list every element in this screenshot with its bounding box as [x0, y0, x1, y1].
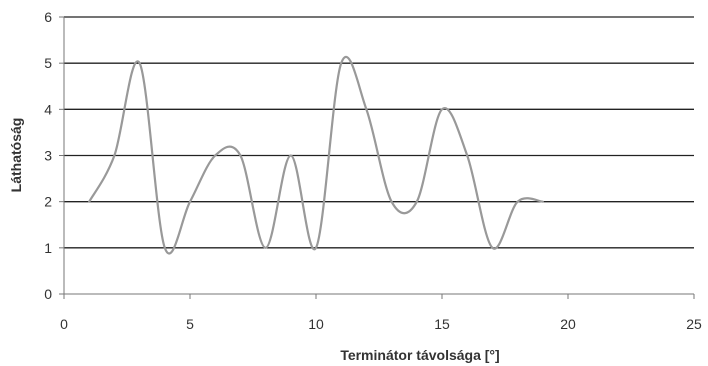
- x-tick-label: 15: [434, 316, 450, 332]
- x-tick-label: 5: [186, 316, 194, 332]
- series-line: [88, 55, 544, 255]
- y-tick-label: 4: [44, 101, 52, 117]
- y-tick-label: 3: [44, 148, 52, 164]
- x-tick-label: 0: [60, 316, 68, 332]
- series-layer: [88, 55, 544, 255]
- label-layer: 0 1 2 3 4 5 6 0 5 10 15 20 25: [44, 9, 702, 332]
- y-tick-label: 5: [44, 55, 52, 71]
- x-tick-label: 25: [686, 316, 702, 332]
- y-tick-label: 0: [44, 286, 52, 302]
- y-axis-title: Láthatóság: [8, 118, 24, 193]
- y-tick-label: 2: [44, 194, 52, 210]
- x-axis-title: Terminátor távolsága [°]: [340, 347, 499, 363]
- y-tick-label: 6: [44, 9, 52, 25]
- x-tick-label: 10: [308, 316, 324, 332]
- x-tick-label: 20: [560, 316, 576, 332]
- y-tick-label: 1: [44, 240, 52, 256]
- axis-layer: [59, 16, 695, 299]
